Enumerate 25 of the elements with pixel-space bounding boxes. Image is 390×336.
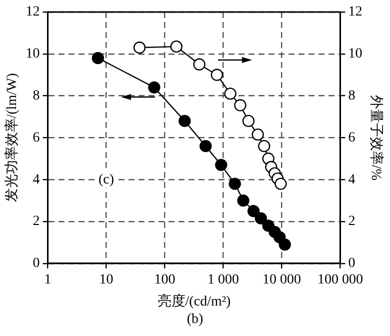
y-tick-label: 12 bbox=[26, 4, 40, 20]
x-tick-label: 1 000 bbox=[207, 272, 239, 288]
y2-tick-label: 0 bbox=[348, 256, 356, 272]
y-tick-label: 0 bbox=[32, 256, 40, 272]
y2-tick-label: 8 bbox=[348, 88, 356, 104]
y-tick-label: 6 bbox=[32, 130, 40, 146]
x-axis-title: 亮度/(cd/m²) bbox=[157, 293, 232, 310]
y2-tick-label: 6 bbox=[348, 130, 356, 146]
x-tick-label: 100 000 bbox=[317, 272, 363, 288]
y2-axis-title: 外量子效率/% bbox=[368, 94, 384, 181]
y2-tick-label: 10 bbox=[348, 46, 362, 62]
x-tick-label: 1 bbox=[44, 272, 52, 288]
y-tick-label: 8 bbox=[32, 88, 40, 104]
text: (b) bbox=[186, 312, 204, 328]
y-tick-label: 4 bbox=[32, 172, 40, 188]
x-tick-label: 10 000 bbox=[262, 272, 301, 288]
x-tick-label: 10 bbox=[99, 272, 114, 288]
y-tick-label: 2 bbox=[32, 214, 40, 230]
y-tick-label: 10 bbox=[26, 46, 40, 62]
y2-tick-label: 4 bbox=[348, 172, 356, 188]
y2-tick-label: 12 bbox=[348, 4, 362, 20]
y-axis-title: 发光功率效率/(lm/W) bbox=[4, 72, 20, 202]
x-tick-label: 100 bbox=[154, 272, 176, 288]
y2-tick-label: 2 bbox=[348, 214, 356, 230]
annotation: (c) bbox=[98, 172, 114, 188]
